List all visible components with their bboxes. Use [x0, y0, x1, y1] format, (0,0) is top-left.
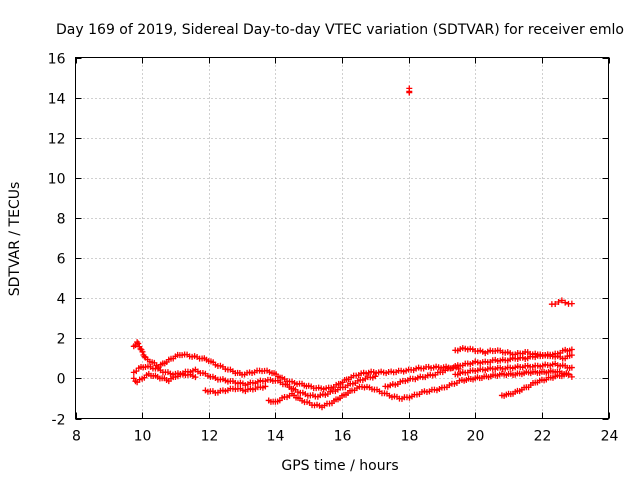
- data-point-track-a: [141, 353, 148, 360]
- y-tick-label: -2: [52, 413, 66, 429]
- data-point-track-j: [562, 299, 569, 306]
- axis-ticks: [75, 57, 610, 420]
- x-tick-label: 22: [534, 429, 552, 445]
- y-tick-label: 8: [57, 212, 66, 228]
- grid-lines: [75, 57, 609, 419]
- data-point-track-d: [262, 383, 269, 390]
- y-tick-label: 14: [48, 92, 66, 108]
- data-point-outlier: [406, 85, 413, 92]
- y-axis-label: SDTVAR / TECUs: [7, 182, 23, 297]
- data-point-track-c: [192, 374, 199, 381]
- data-point-track-a: [135, 340, 142, 347]
- data-point-track-j: [568, 300, 575, 307]
- x-axis-label: GPS time / hours: [281, 458, 398, 474]
- data-point-track-b: [133, 368, 140, 375]
- data-point-track-i: [565, 371, 572, 378]
- x-tick-labels: 8 10 12 14 16 18 20 22 24: [72, 429, 618, 445]
- y-tick-labels: -2 0 2 4 6 8 10 12 14 16: [48, 52, 66, 429]
- plot-area-border: [75, 57, 609, 419]
- data-point-track-h: [568, 364, 575, 371]
- y-tick-label: 10: [48, 172, 66, 188]
- data-point-track-j: [558, 297, 565, 304]
- data-point-track-j: [555, 298, 562, 305]
- x-tick-label: 14: [267, 429, 285, 445]
- x-tick-label: 20: [467, 429, 485, 445]
- y-tick-label: 4: [57, 292, 66, 308]
- data-point-track-j: [552, 300, 559, 307]
- x-tick-label: 16: [334, 429, 352, 445]
- x-tick-label: 18: [401, 429, 419, 445]
- x-tick-label: 10: [134, 429, 152, 445]
- x-tick-label: 12: [201, 429, 219, 445]
- y-tick-label: 6: [57, 252, 66, 268]
- y-tick-label: 0: [57, 372, 66, 388]
- x-tick-label: 24: [601, 429, 619, 445]
- data-point-track-b: [372, 373, 379, 380]
- data-point-track-i: [568, 373, 575, 380]
- chart-title: Day 169 of 2019, Sidereal Day-to-day VTE…: [56, 22, 624, 38]
- data-point-track-g: [568, 346, 575, 353]
- y-tick-label: 2: [57, 332, 66, 348]
- y-tick-label: 12: [48, 132, 66, 148]
- x-tick-label: 8: [72, 429, 81, 445]
- data-point-track-a: [455, 366, 462, 373]
- data-point-track-f: [568, 352, 575, 359]
- y-tick-label: 16: [48, 52, 66, 68]
- data-points: [130, 85, 575, 411]
- data-point-track-a: [139, 348, 146, 355]
